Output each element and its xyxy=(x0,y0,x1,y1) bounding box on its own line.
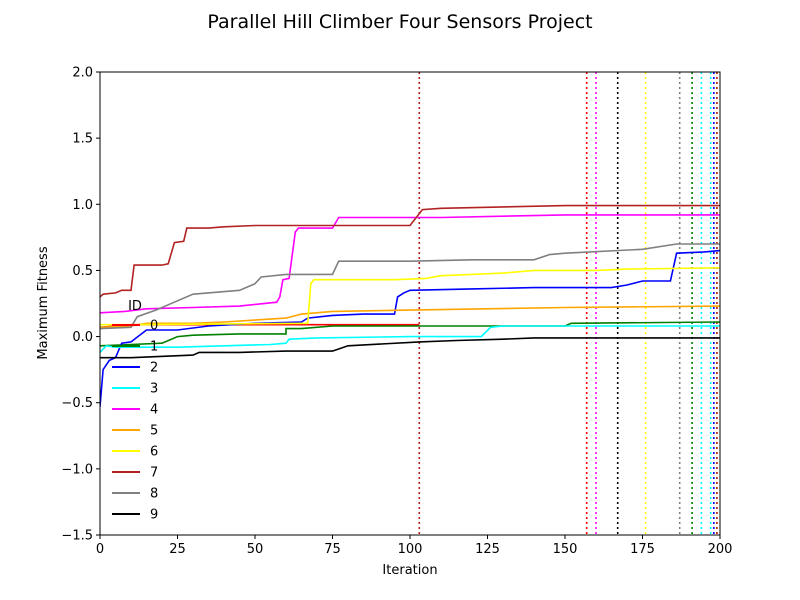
legend-label-3: 3 xyxy=(150,382,158,397)
legend-label-4: 4 xyxy=(150,403,158,418)
legend-label-2: 2 xyxy=(150,361,158,376)
x-axis-label: Iteration xyxy=(382,563,437,578)
legend-label-6: 6 xyxy=(150,445,158,460)
y-tick-label: 0.5 xyxy=(72,264,93,279)
legend-label-8: 8 xyxy=(150,487,158,502)
chart-title: Parallel Hill Climber Four Sensors Proje… xyxy=(207,11,592,33)
plot-frame xyxy=(99,71,721,536)
series-line-6 xyxy=(100,267,720,326)
x-tick-label: 125 xyxy=(475,542,500,557)
x-tick-label: 175 xyxy=(630,542,655,557)
series-line-8 xyxy=(100,243,720,330)
plot-area: 0 25 50 75 100 125 150 175 200−1.5−1.0−0.50.00.5… xyxy=(61,66,732,558)
legend-label-0: 0 xyxy=(150,319,158,334)
legend: ID 0 1 2 3 4 5 6 7 8 9 xyxy=(112,299,158,523)
x-tick-label: 75 xyxy=(324,542,341,557)
y-tick-label: −1.0 xyxy=(61,462,93,477)
legend-label-1: 1 xyxy=(150,340,158,355)
legend-label-7: 7 xyxy=(150,466,158,481)
legend-title: ID xyxy=(128,299,142,314)
y-tick-label: 0.0 xyxy=(72,330,93,345)
y-axis-label: Maximum Fitness xyxy=(36,246,51,359)
y-tick-label: −1.5 xyxy=(61,529,93,544)
y-tick-label: 1.5 xyxy=(72,132,93,147)
x-tick-label: 25 xyxy=(169,542,186,557)
legend-label-9: 9 xyxy=(150,508,158,523)
series-line-7 xyxy=(100,204,720,298)
x-tick-label: 200 xyxy=(708,542,733,557)
series-line-9 xyxy=(100,337,720,359)
legend-label-5: 5 xyxy=(150,424,158,439)
x-tick-label: 150 xyxy=(553,542,578,557)
series-line-3 xyxy=(100,325,720,353)
x-tick-label: 100 xyxy=(398,542,423,557)
y-tick-label: 2.0 xyxy=(72,66,93,81)
series-line-2 xyxy=(100,249,720,407)
x-tick-label: 0 xyxy=(96,542,104,557)
x-tick-label: 50 xyxy=(247,542,264,557)
series-line-4 xyxy=(100,214,720,314)
y-tick-label: −0.5 xyxy=(61,396,93,411)
y-tick-label: 1.0 xyxy=(72,198,93,213)
